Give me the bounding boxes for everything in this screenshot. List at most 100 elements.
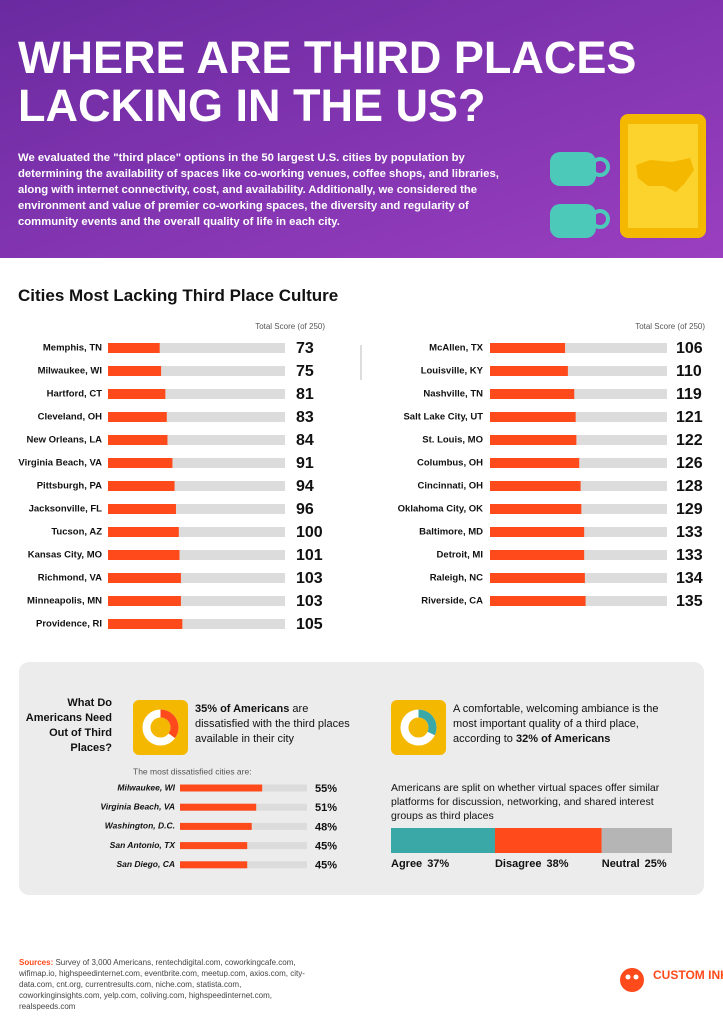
segment [391, 828, 495, 853]
category-label: Cleveland, OH [38, 412, 103, 423]
bar [490, 550, 585, 560]
value-label: 73 [296, 340, 314, 357]
segment [601, 828, 672, 853]
sources-label: Sources: [19, 958, 54, 967]
bar [180, 842, 248, 850]
bar [490, 366, 568, 376]
bar-track [108, 366, 285, 376]
axis-label: Total Score (of 250) [255, 322, 325, 331]
stat-text: A comfortable, welcoming ambiance is the… [453, 702, 678, 747]
category-label: Virginia Beach, VA [100, 801, 175, 811]
sources: Sources: Survey of 3,000 Americans, rent… [19, 957, 309, 1012]
value-label: 84 [296, 432, 314, 449]
bar [108, 435, 168, 445]
category-label: Agree [391, 858, 422, 870]
bar-track [108, 573, 285, 583]
bar-track [490, 366, 667, 376]
bar-track [108, 435, 285, 445]
value-label: 38% [546, 858, 568, 870]
title-line: WHERE ARE THIRD PLACES [18, 32, 637, 83]
bar [490, 527, 585, 537]
value-label: 75 [296, 363, 314, 380]
value-label: 81 [296, 386, 314, 403]
bar [490, 481, 581, 491]
title-line: LACKING IN THE US? [18, 80, 486, 131]
category-label: Detroit, MI [437, 550, 483, 561]
bar-track [108, 504, 285, 514]
bar [180, 822, 252, 830]
logo: CUSTOM INK [653, 968, 723, 982]
category-label: Baltimore, MD [419, 527, 483, 538]
bar-track [108, 343, 285, 353]
bar [490, 504, 582, 514]
header-bg [0, 0, 723, 258]
needs-title: What Do Americans Need Out of Third Plac… [25, 697, 112, 754]
category-label: McAllen, TX [429, 343, 484, 354]
category-label: Milwaukee, WI [38, 366, 102, 377]
stat-bold: 35% of Americans [195, 703, 290, 715]
category-label: Tucson, AZ [51, 527, 102, 538]
bar-track [108, 481, 285, 491]
bar-track [490, 435, 667, 445]
section-title: Cities Most Lacking Third Place Culture [18, 286, 339, 305]
bar [108, 389, 166, 399]
value-label: 96 [296, 501, 314, 518]
value-label: 103 [296, 570, 323, 587]
category-label: San Diego, CA [116, 859, 175, 869]
bar [108, 619, 183, 629]
value-label: 91 [296, 455, 314, 472]
icon-box [133, 700, 188, 755]
category-label: Pittsburgh, PA [37, 481, 102, 492]
value-label: 126 [676, 455, 703, 472]
category-label: Oklahoma City, OK [398, 504, 483, 515]
bar [490, 596, 586, 606]
bar-track [490, 412, 667, 422]
stat-text: 35% of Americans are dissatisfied with t… [195, 702, 365, 747]
stat-body: A comfortable, welcoming ambiance is the… [453, 703, 659, 745]
category-label: Louisville, KY [421, 366, 484, 377]
donut-arc [400, 709, 437, 746]
bar [108, 573, 181, 583]
bar-track [108, 458, 285, 468]
bar [490, 389, 575, 399]
value-label: 83 [296, 409, 314, 426]
bar-track [108, 412, 285, 422]
category-label: Raleigh, NC [430, 573, 483, 584]
value-label: 45% [315, 841, 337, 853]
category-label: Milwaukee, WI [117, 782, 175, 792]
logo-icon [620, 968, 644, 992]
value-label: 48% [315, 821, 337, 833]
axis-label: Total Score (of 250) [635, 322, 705, 331]
bar-track [108, 596, 285, 606]
value-label: 128 [676, 478, 703, 495]
value-label: 134 [676, 570, 703, 587]
category-label: Minneapolis, MN [27, 596, 102, 607]
value-label: 51% [315, 802, 337, 814]
bar [108, 412, 167, 422]
stat-bold: 32% of Americans [516, 733, 611, 745]
category-label: Richmond, VA [38, 573, 102, 584]
value-label: 101 [296, 547, 323, 564]
bar [108, 527, 179, 537]
bar [490, 343, 566, 353]
segment [494, 828, 602, 853]
donut-arc [142, 709, 179, 746]
segment-label: Agree 37% [391, 858, 449, 870]
category-label: Jacksonville, FL [29, 504, 103, 515]
bar-track [108, 619, 285, 629]
value-label: 103 [296, 593, 323, 610]
intro: We evaluated the "third place" options i… [18, 152, 499, 228]
value-label: 94 [296, 478, 314, 495]
category-label: New Orleans, LA [27, 435, 103, 446]
value-label: 133 [676, 547, 703, 564]
value-label: 122 [676, 432, 703, 449]
category-label: Providence, RI [36, 619, 102, 630]
bar [108, 550, 180, 560]
illustration [550, 114, 706, 238]
bar-track [490, 389, 667, 399]
value-label: 45% [315, 860, 337, 872]
category-label: St. Louis, MO [422, 435, 483, 446]
category-label: Salt Lake City, UT [403, 412, 483, 423]
bar [108, 366, 162, 376]
